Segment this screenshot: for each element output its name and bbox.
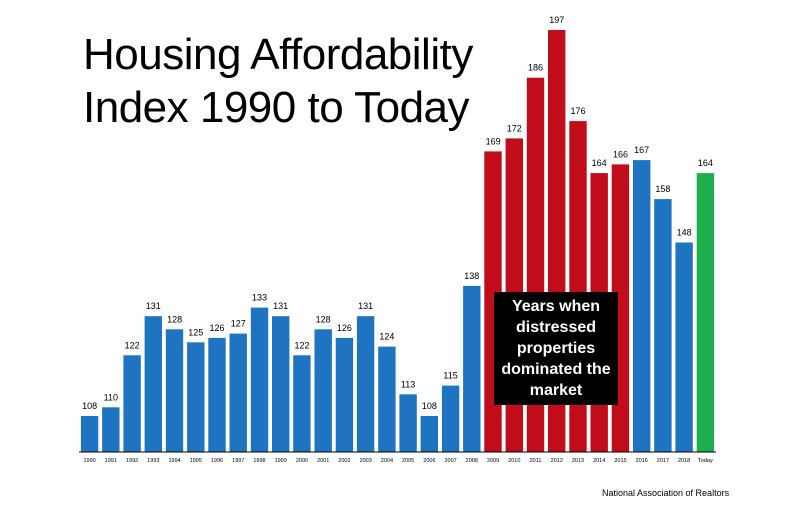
- bar-1990: [80, 416, 99, 452]
- value-label-1998: 133: [252, 293, 267, 303]
- value-label-1994: 128: [167, 314, 182, 324]
- value-label-2009: 169: [486, 136, 501, 146]
- tick-label-2000: 2000: [296, 458, 308, 464]
- bar-1993: [144, 316, 162, 452]
- tick-label-1994: 1994: [168, 458, 180, 464]
- value-label-1997: 127: [231, 319, 246, 329]
- tick-label-2017: 2017: [657, 458, 669, 464]
- value-label-2010: 172: [507, 123, 522, 133]
- tick-label-2003: 2003: [360, 458, 372, 464]
- tick-label-2005: 2005: [402, 458, 414, 464]
- tick-label-2007: 2007: [444, 458, 456, 464]
- bar-1992: [123, 355, 141, 452]
- value-label-2016: 167: [634, 145, 649, 155]
- value-label-2013: 176: [570, 106, 585, 116]
- value-label-2005: 113: [401, 379, 415, 389]
- tick-label-2002: 2002: [338, 458, 350, 464]
- value-label-1999: 131: [273, 301, 288, 311]
- tick-label-2004: 2004: [381, 458, 393, 464]
- bar-1999: [272, 316, 290, 452]
- tick-label-2008: 2008: [466, 458, 478, 464]
- value-label-2000: 122: [294, 340, 309, 350]
- tick-label-2015: 2015: [614, 458, 626, 464]
- tick-label-today: Today: [698, 458, 713, 464]
- bar-1995: [187, 342, 205, 452]
- value-label-2001: 128: [316, 314, 331, 324]
- value-label-2012: 197: [549, 15, 564, 25]
- source-note: National Association of Realtors: [602, 488, 730, 498]
- bar-1994: [165, 329, 184, 452]
- tick-label-2012: 2012: [551, 458, 563, 464]
- value-label-2004: 124: [379, 332, 394, 342]
- value-label-2017: 158: [655, 184, 670, 194]
- value-label-1996: 126: [209, 323, 224, 333]
- bar-1996: [208, 337, 226, 452]
- title-line-2: Index 1990 to Today: [83, 83, 470, 132]
- tick-label-2011: 2011: [530, 458, 542, 464]
- value-label-1991: 110: [104, 392, 118, 402]
- value-label-2008: 138: [464, 271, 479, 281]
- tick-label-1997: 1997: [232, 458, 244, 464]
- bar-2007: [441, 385, 460, 452]
- value-label-2014: 164: [592, 158, 607, 168]
- bar-2016: [633, 160, 651, 452]
- bar-2004: [378, 346, 396, 452]
- bar-2003: [356, 316, 375, 452]
- bar-2001: [314, 329, 332, 452]
- value-label-1995: 125: [188, 327, 203, 337]
- bar-2018: [675, 242, 693, 452]
- tick-label-2018: 2018: [678, 458, 690, 464]
- value-label-1993: 131: [146, 301, 161, 311]
- value-label-2003: 131: [358, 301, 373, 311]
- chart-title: Housing Affordability Index 1990 to Toda…: [83, 28, 473, 134]
- tick-label-2010: 2010: [508, 458, 520, 464]
- bar-2005: [399, 394, 417, 452]
- tick-label-2016: 2016: [636, 458, 648, 464]
- tick-label-2006: 2006: [423, 458, 435, 464]
- tick-label-2009: 2009: [487, 458, 499, 464]
- bar-2000: [293, 355, 311, 452]
- value-label-2011: 186: [528, 63, 543, 73]
- title-line-1: Housing Affordability: [83, 30, 473, 79]
- value-labels-layer: 108 110 122 131 128 125 126 127 133 131 122 128 126 1…: [82, 15, 713, 411]
- distressed-years-callout: Years when distressed properties dominat…: [494, 292, 618, 405]
- tick-label-1998: 1998: [253, 458, 265, 464]
- tick-label-2001: 2001: [317, 458, 329, 464]
- tick-label-1995: 1995: [190, 458, 202, 464]
- tick-label-2013: 2013: [572, 458, 584, 464]
- bar-1991: [102, 407, 120, 452]
- bar-1998: [250, 307, 269, 452]
- bar-1997: [229, 333, 247, 452]
- value-label-2015: 166: [613, 149, 628, 159]
- value-label-1990: 108: [82, 401, 97, 411]
- tick-labels-layer: 1990 1991 1992 1993 1994 1995 1996 1997 1998 1999…: [83, 458, 713, 464]
- bar-2008: [463, 285, 481, 452]
- value-label-2002: 126: [337, 323, 352, 333]
- bar-2002: [335, 337, 354, 452]
- tick-label-1990: 1990: [83, 458, 95, 464]
- tick-label-1992: 1992: [126, 458, 138, 464]
- bar-2017: [654, 199, 672, 452]
- tick-label-1993: 1993: [147, 458, 159, 464]
- tick-label-1996: 1996: [211, 458, 223, 464]
- value-label-today: 164: [698, 158, 713, 168]
- value-label-1992: 122: [125, 340, 140, 350]
- bar-today: [696, 173, 715, 452]
- value-label-2007: 115: [443, 371, 457, 381]
- bar-2006: [420, 416, 438, 452]
- value-label-2018: 148: [677, 228, 692, 238]
- tick-label-1999: 1999: [275, 458, 287, 464]
- tick-label-2014: 2014: [593, 458, 605, 464]
- tick-label-1991: 1991: [105, 458, 117, 464]
- value-label-2006: 108: [422, 401, 437, 411]
